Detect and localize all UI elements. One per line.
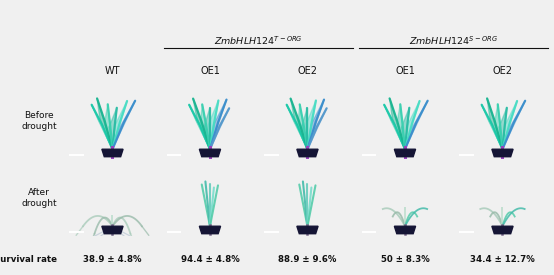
Polygon shape [204, 108, 210, 149]
Text: WT: WT [105, 67, 120, 76]
Polygon shape [487, 98, 502, 149]
Text: After
drought: After drought [22, 188, 57, 208]
Text: 38.9 ± 4.8%: 38.9 ± 4.8% [83, 255, 142, 264]
Text: OE1: OE1 [395, 67, 415, 76]
Polygon shape [389, 98, 405, 149]
Text: 34.4 ± 12.7%: 34.4 ± 12.7% [470, 255, 535, 264]
Polygon shape [102, 149, 123, 157]
Text: 88.9 ± 9.6%: 88.9 ± 9.6% [278, 255, 337, 264]
Polygon shape [112, 101, 135, 149]
Polygon shape [199, 226, 220, 234]
Polygon shape [210, 108, 229, 149]
Polygon shape [297, 149, 318, 157]
Polygon shape [499, 108, 507, 149]
Polygon shape [97, 98, 112, 149]
Polygon shape [405, 101, 428, 149]
Polygon shape [405, 101, 419, 149]
Polygon shape [307, 108, 327, 149]
Polygon shape [199, 149, 220, 157]
Text: OE2: OE2 [493, 67, 512, 76]
Polygon shape [481, 105, 502, 149]
Polygon shape [492, 226, 513, 234]
Polygon shape [209, 100, 218, 149]
Polygon shape [291, 99, 307, 149]
Text: $\it{ZmbHLH124}$$^{\it{S-ORG}}$: $\it{ZmbHLH124}$$^{\it{S-ORG}}$ [409, 34, 498, 47]
Polygon shape [502, 101, 517, 149]
Polygon shape [201, 104, 210, 149]
Polygon shape [402, 108, 409, 149]
Polygon shape [298, 104, 307, 149]
Polygon shape [502, 101, 525, 149]
Polygon shape [397, 104, 405, 149]
Polygon shape [307, 100, 324, 149]
Polygon shape [189, 105, 210, 149]
Polygon shape [394, 226, 416, 234]
Polygon shape [91, 105, 112, 149]
Polygon shape [306, 100, 316, 149]
Polygon shape [102, 226, 123, 234]
Polygon shape [297, 226, 318, 234]
Polygon shape [112, 101, 127, 149]
Polygon shape [492, 149, 513, 157]
Text: 50 ± 8.3%: 50 ± 8.3% [381, 255, 429, 264]
Text: Survival rate: Survival rate [0, 255, 57, 264]
Text: $\it{ZmbHLH124}$$^{\it{T-ORG}}$: $\it{ZmbHLH124}$$^{\it{T-ORG}}$ [214, 34, 303, 47]
Polygon shape [495, 104, 502, 149]
Polygon shape [286, 105, 307, 149]
Polygon shape [210, 100, 227, 149]
Polygon shape [193, 99, 210, 149]
Polygon shape [384, 105, 405, 149]
Polygon shape [302, 108, 307, 149]
Text: OE2: OE2 [297, 67, 317, 76]
Text: 94.4 ± 4.8%: 94.4 ± 4.8% [181, 255, 239, 264]
Polygon shape [394, 149, 416, 157]
Polygon shape [109, 108, 117, 149]
Text: OE1: OE1 [200, 67, 220, 76]
Polygon shape [105, 104, 112, 149]
Text: Before
drought: Before drought [22, 111, 57, 131]
